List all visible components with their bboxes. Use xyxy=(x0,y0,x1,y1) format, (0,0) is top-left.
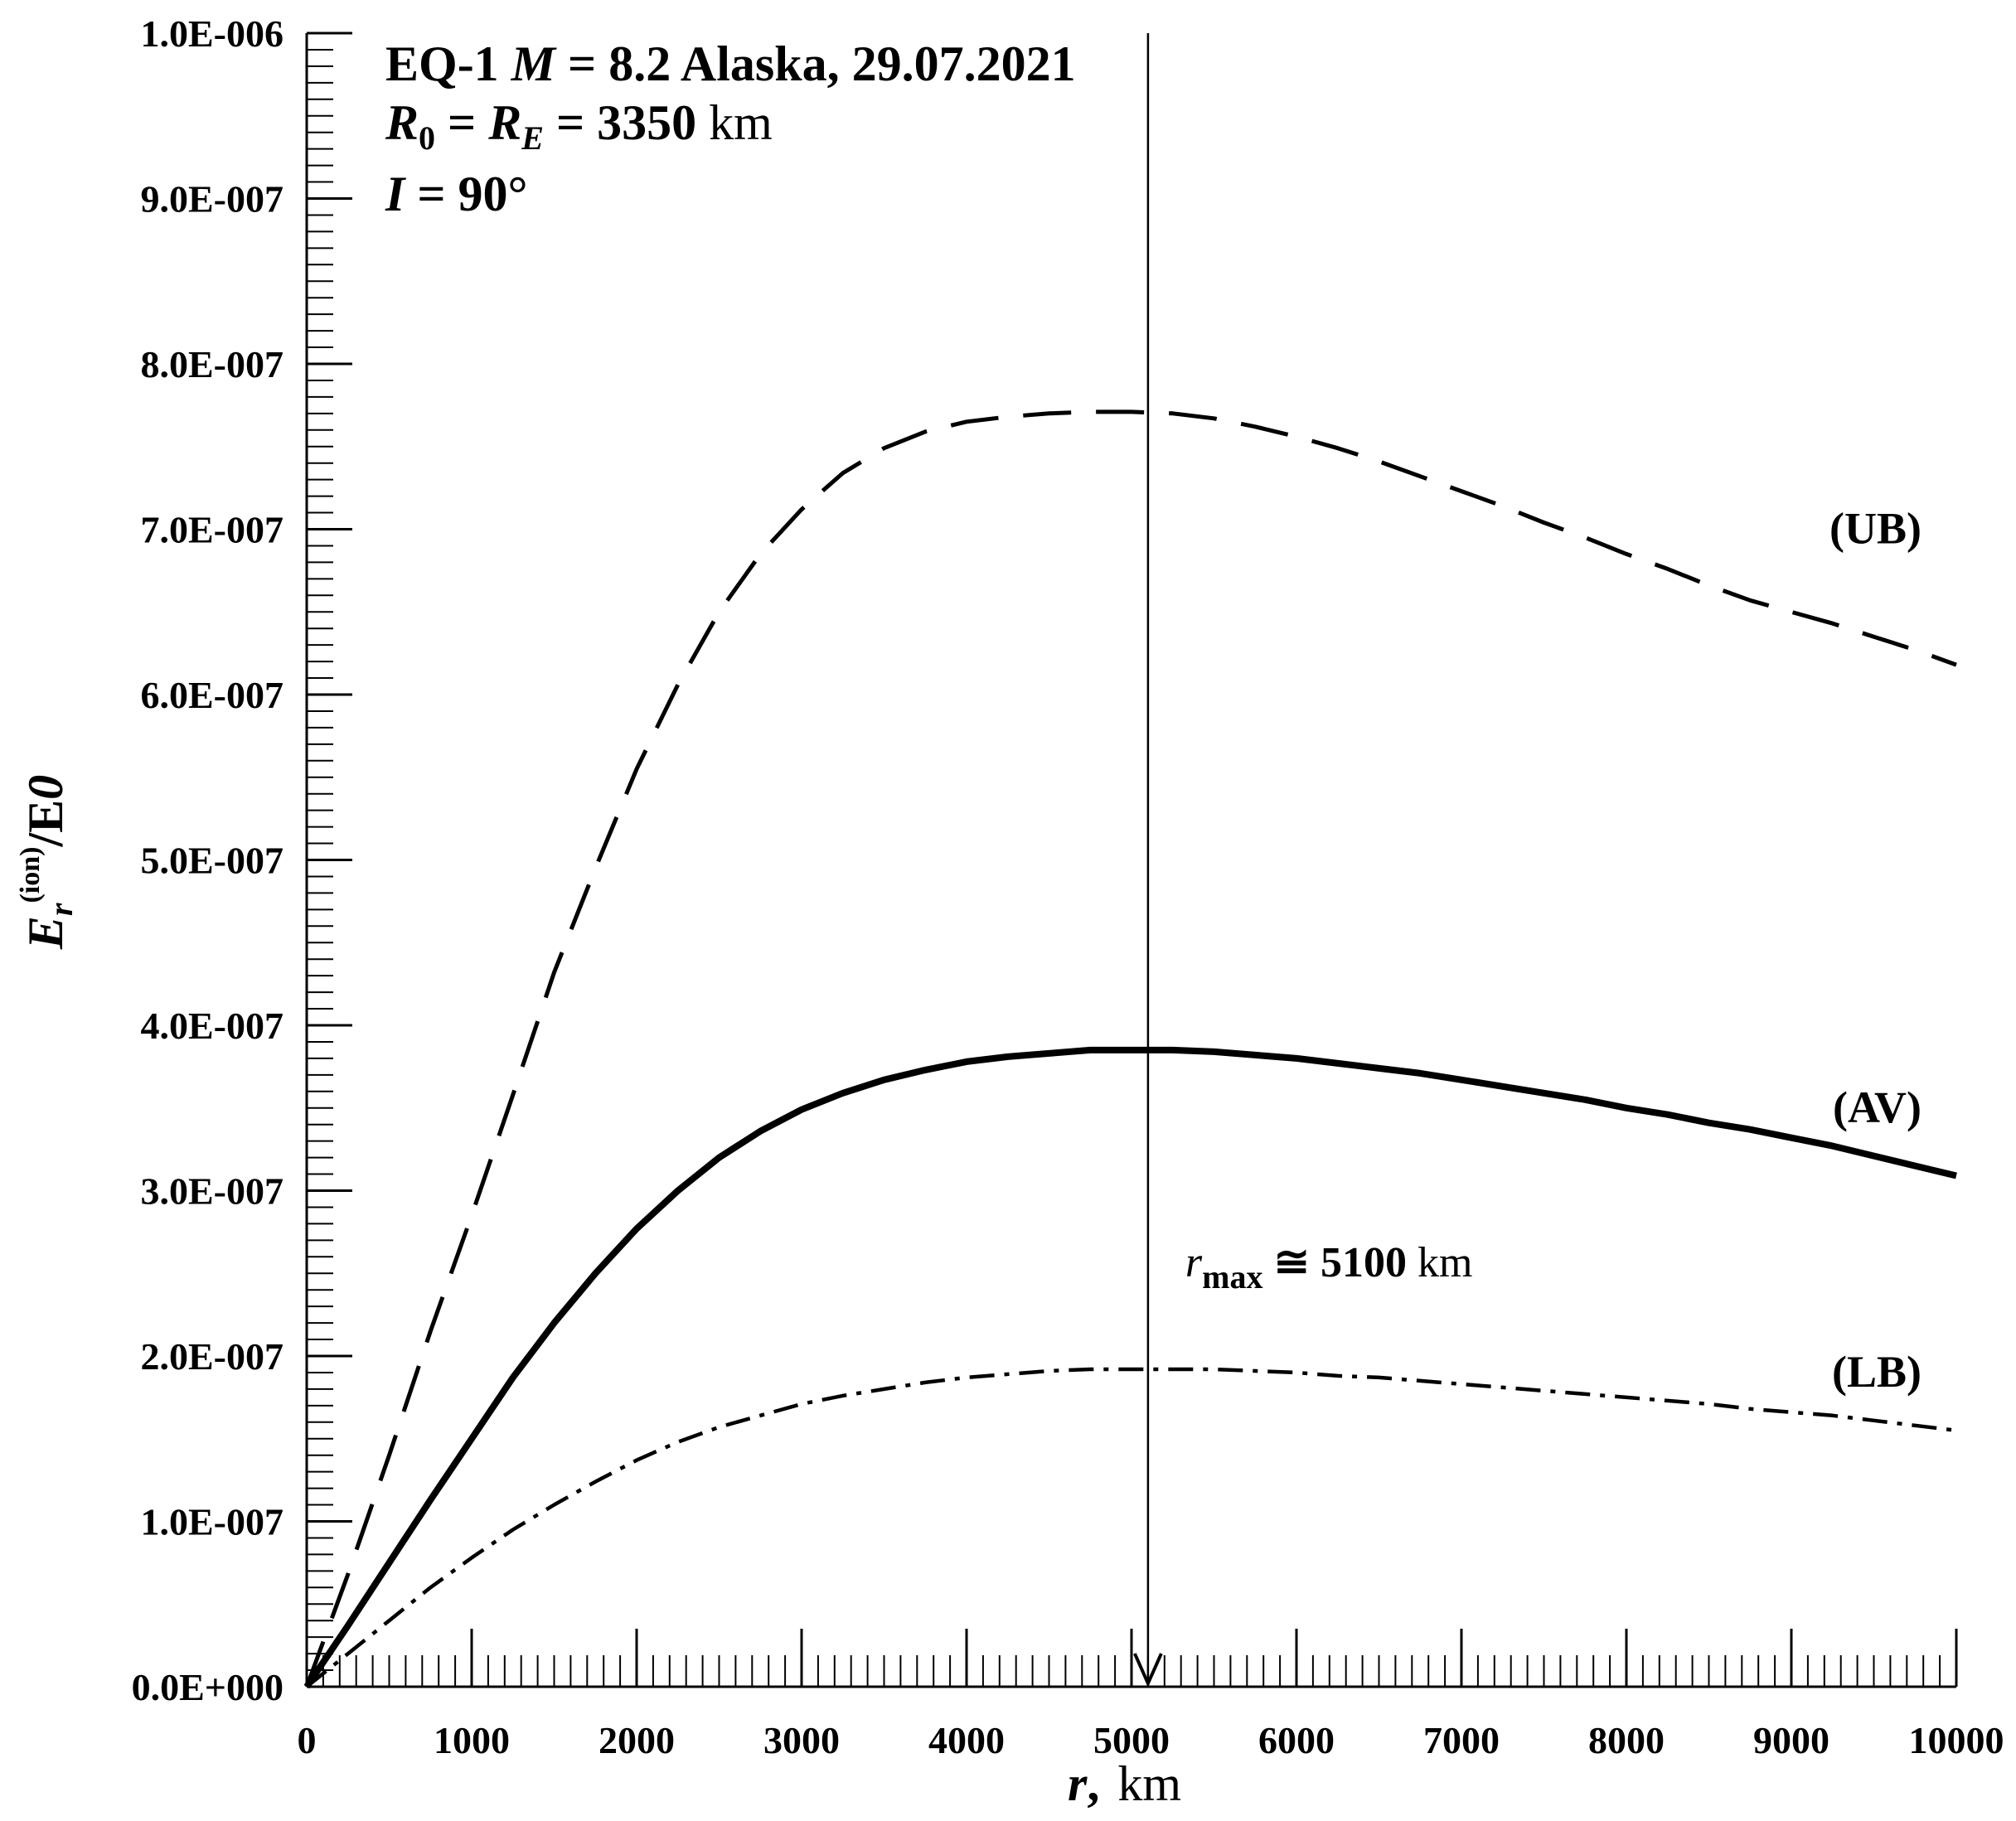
x-axis-title: r, km xyxy=(1068,1756,1181,1811)
plot-frame xyxy=(305,33,1958,1688)
y-tick-label: 6.0E-007 xyxy=(141,674,284,716)
y-tick-label: 8.0E-007 xyxy=(141,343,284,385)
annotation-line-2: R0 = RE = 3350 km xyxy=(385,95,773,157)
x-tick-label: 0 xyxy=(298,1719,317,1761)
y-axis-ticks xyxy=(307,31,352,1688)
y-tick-label: 0.0E+000 xyxy=(132,1666,284,1708)
y-tick-label: 4.0E-007 xyxy=(141,1005,284,1047)
annotation-line-1: EQ-1 M = 8.2 Alaska, 29.07.2021 xyxy=(385,36,1076,91)
series-line-dashdot xyxy=(305,1367,1957,1688)
series-label: (LB) xyxy=(1832,1347,1922,1397)
x-tick-label: 2000 xyxy=(598,1719,675,1761)
x-tick-label: 3000 xyxy=(763,1719,840,1761)
x-tick-label: 5000 xyxy=(1093,1719,1170,1761)
y-tick-label: 1.0E-006 xyxy=(141,12,284,55)
y-axis-title: Er(ion)/E0 xyxy=(15,775,80,950)
y-tick-label: 9.0E-007 xyxy=(141,178,284,220)
rmax-arrow xyxy=(1133,1653,1163,1688)
rmax-label: rmax ≅ 5100 km xyxy=(1185,1239,1473,1296)
y-tick-label: 2.0E-007 xyxy=(141,1335,284,1378)
series-labels: (UB) (AV) (LB) xyxy=(1829,504,1922,1397)
x-axis-tick-labels: 0 1000 2000 3000 4000 5000 6000 7000 8000 9000 100… xyxy=(298,1719,2004,1761)
annotation-line-3: I = 90° xyxy=(385,167,528,221)
x-tick-label: 1000 xyxy=(434,1719,510,1761)
x-tick-label: 10000 xyxy=(1909,1719,2004,1761)
series-lines xyxy=(303,409,1957,1689)
x-axis-ticks xyxy=(305,1629,1958,1687)
y-tick-label: 1.0E-007 xyxy=(141,1501,284,1543)
y-tick-label: 7.0E-007 xyxy=(141,509,284,551)
series-label: (AV) xyxy=(1833,1082,1922,1132)
series-label: (UB) xyxy=(1829,504,1922,554)
x-tick-label: 6000 xyxy=(1258,1719,1335,1761)
y-tick-label: 5.0E-007 xyxy=(141,840,284,882)
y-axis-tick-labels: 0.0E+000 1.0E-007 2.0E-007 3.0E-007 4.0E-007… xyxy=(132,12,284,1708)
series-line-dashed xyxy=(304,409,1957,1688)
series-line-solid xyxy=(303,1046,1957,1689)
x-tick-label: 9000 xyxy=(1753,1719,1829,1761)
x-tick-label: 8000 xyxy=(1588,1719,1665,1761)
x-tick-label: 7000 xyxy=(1423,1719,1500,1761)
x-tick-label: 4000 xyxy=(928,1719,1005,1761)
y-tick-label: 3.0E-007 xyxy=(141,1170,284,1213)
